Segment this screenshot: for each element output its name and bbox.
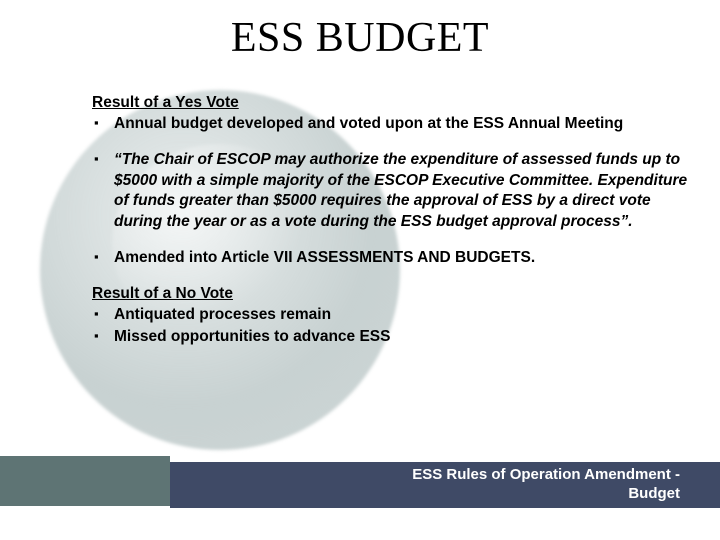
list-item: Missed opportunities to advance ESS <box>92 327 700 347</box>
list-item: Annual budget developed and voted upon a… <box>92 114 700 134</box>
yes-vote-list: “The Chair of ESCOP may authorize the ex… <box>92 150 700 232</box>
footer-line-1: ESS Rules of Operation Amendment - <box>412 466 680 483</box>
yes-vote-list: Amended into Article VII ASSESSMENTS AND… <box>92 248 700 268</box>
content-area: Result of a Yes Vote Annual budget devel… <box>0 62 720 348</box>
page-title: ESS BUDGET <box>0 0 720 62</box>
yes-vote-heading: Result of a Yes Vote <box>92 94 700 112</box>
no-vote-list: Antiquated processes remain Missed oppor… <box>92 305 700 348</box>
list-item: Amended into Article VII ASSESSMENTS AND… <box>92 248 700 268</box>
footer-text: ESS Rules of Operation Amendment - Budge… <box>412 466 680 504</box>
footer-line-2: Budget <box>628 485 680 502</box>
slide: ESS BUDGET Result of a Yes Vote Annual b… <box>0 0 720 540</box>
footer-bar: ESS Rules of Operation Amendment - Budge… <box>170 462 720 508</box>
list-item: “The Chair of ESCOP may authorize the ex… <box>92 150 700 232</box>
footer: ESS Rules of Operation Amendment - Budge… <box>0 462 720 514</box>
footer-accent-block <box>0 456 170 506</box>
yes-vote-list: Annual budget developed and voted upon a… <box>92 114 700 134</box>
no-vote-heading: Result of a No Vote <box>92 285 700 303</box>
list-item: Antiquated processes remain <box>92 305 700 325</box>
